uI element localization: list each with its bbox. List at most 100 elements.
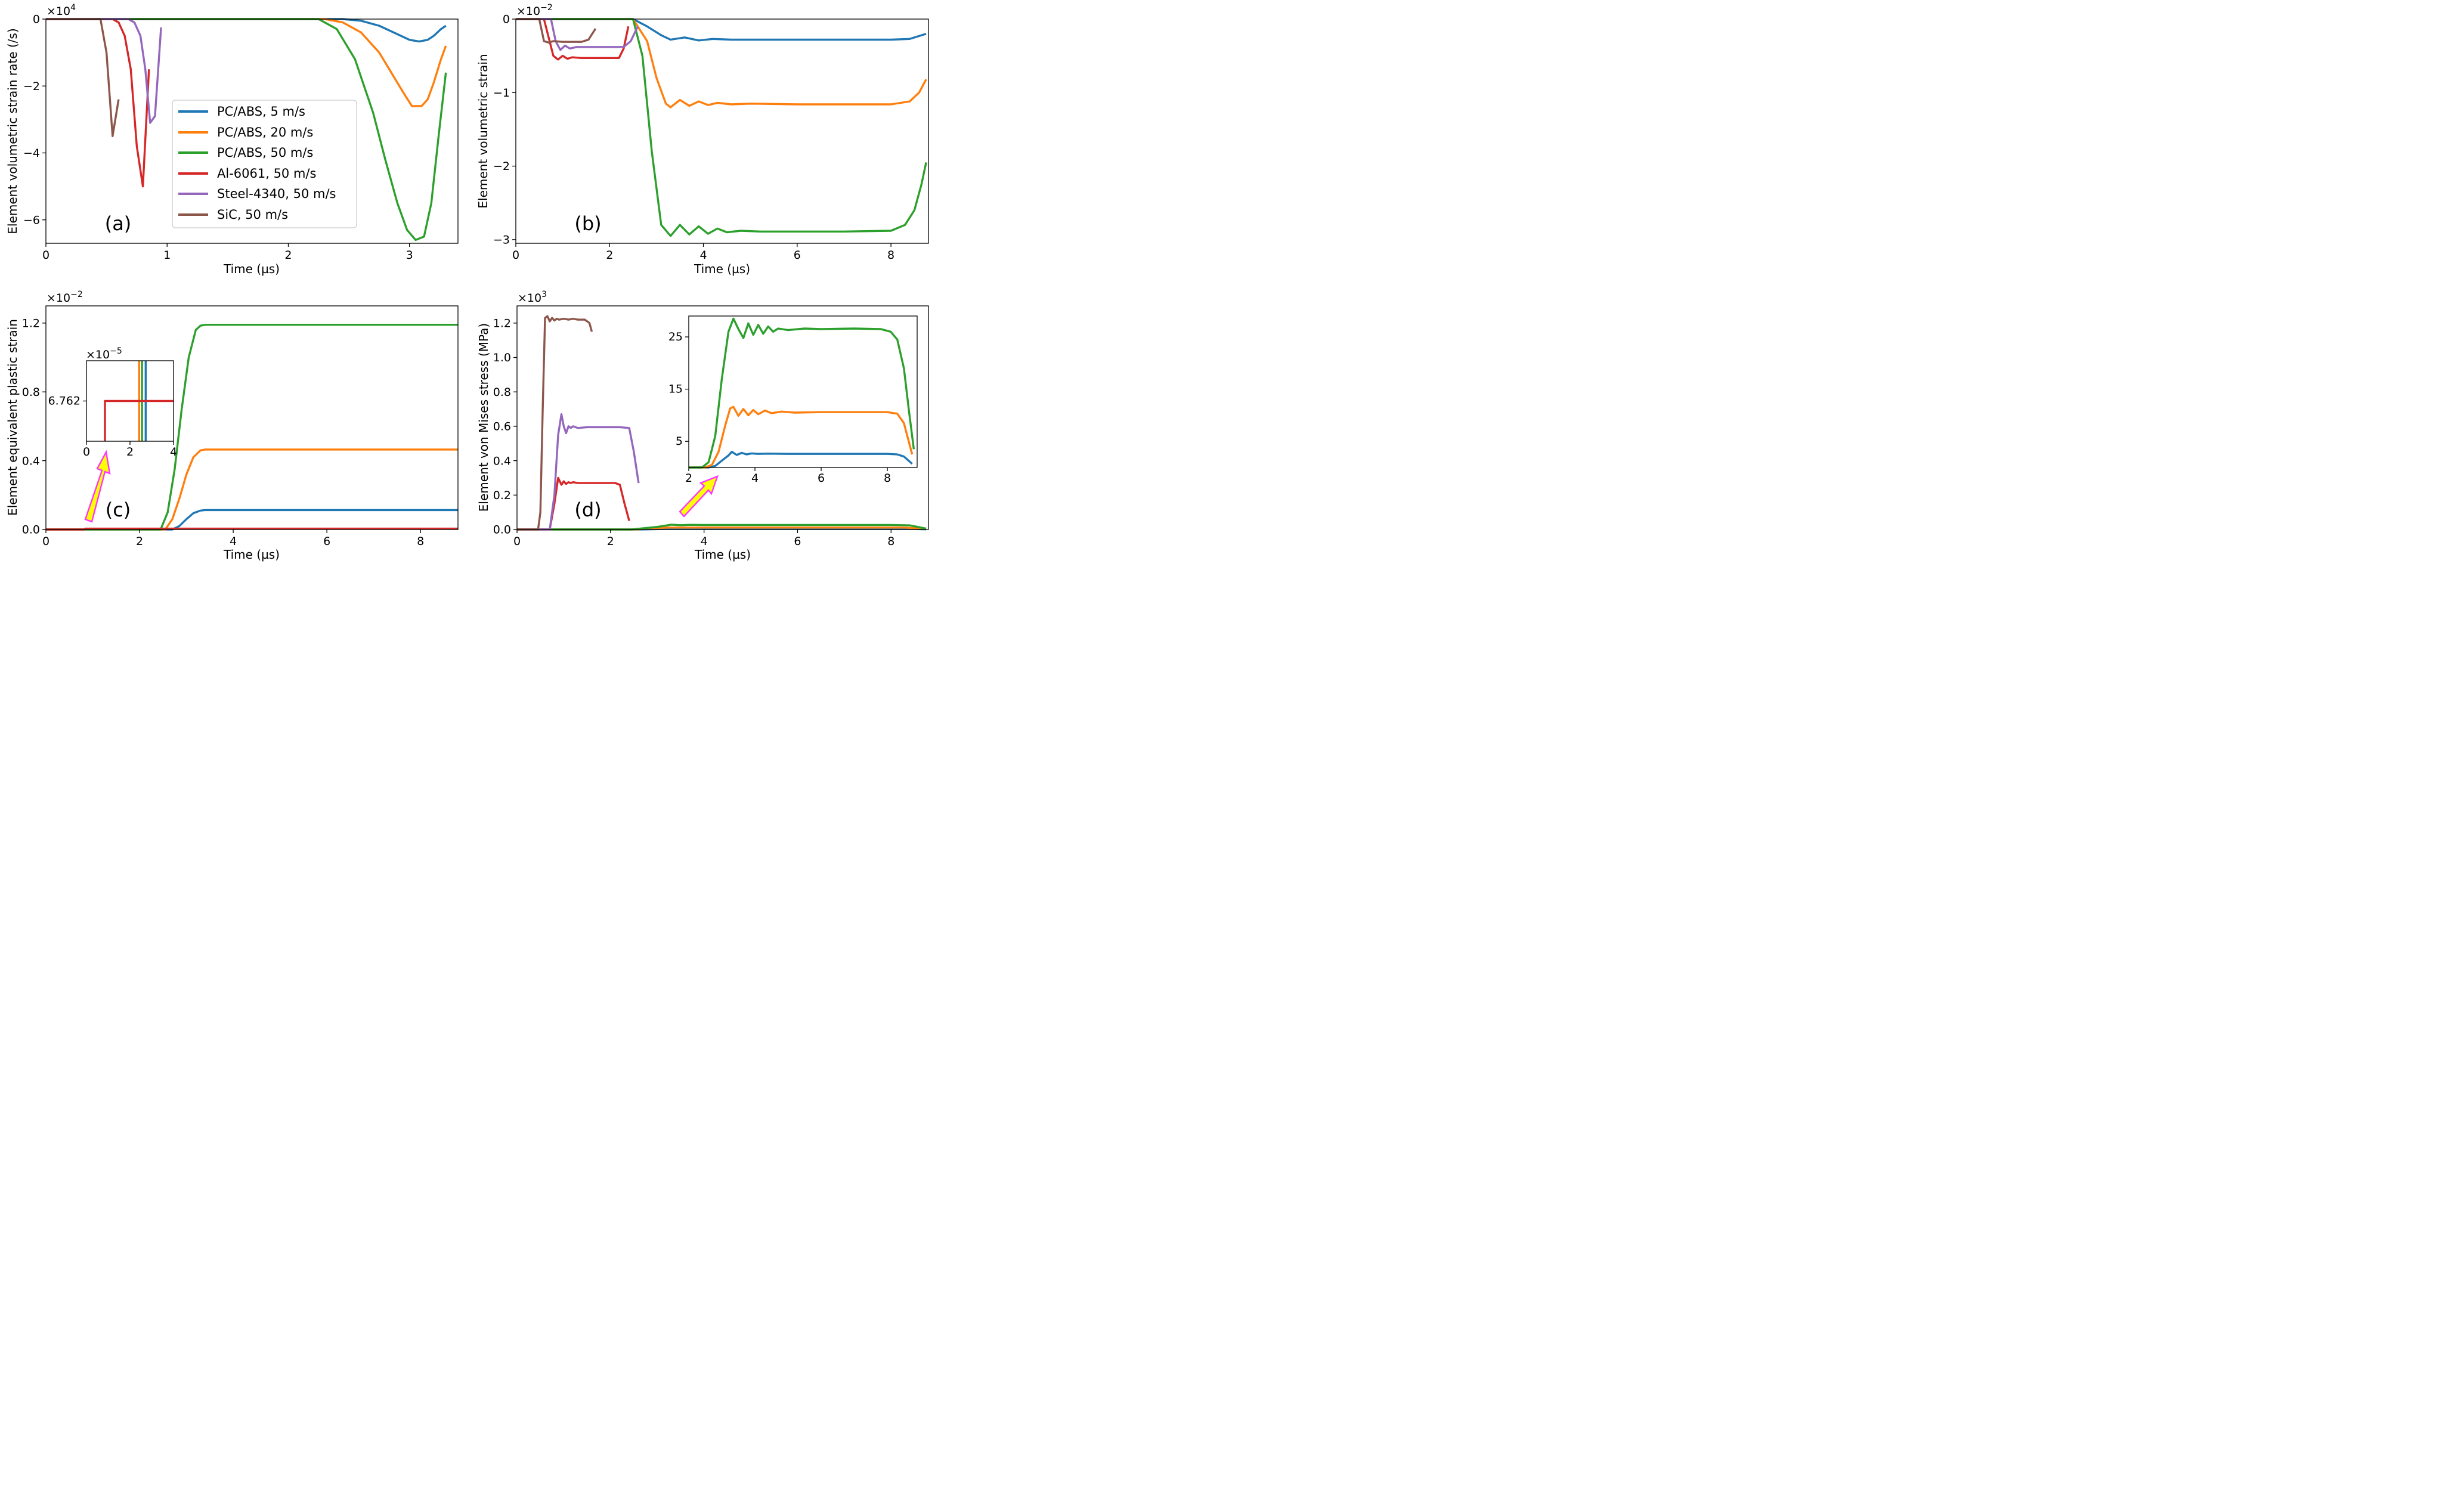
panel-a-axes-frame bbox=[45, 18, 459, 244]
panel-d-inset-frame bbox=[688, 315, 918, 468]
panel-b-x-label: Time (µs) bbox=[694, 262, 750, 276]
panel-c-inset: 0 2 4 6.762 ×10−5 bbox=[48, 346, 177, 459]
panel-d-y-tick-label: 0.0 bbox=[493, 524, 511, 537]
panel-d-y-tick-label: 1.0 bbox=[493, 351, 511, 364]
panel-d-y-tick-label: 0.2 bbox=[493, 489, 511, 502]
panel-c-x-tick-label: 0 bbox=[42, 535, 49, 548]
panel-b: 0 2 4 6 8 0 −1 −2 −3 Time (µs) Element volumetri… bbox=[476, 3, 929, 276]
panel-c-x-tick-label: 8 bbox=[417, 535, 424, 548]
panel-c-y-label: Element equivalent plastic strain bbox=[5, 319, 20, 516]
panel-c-x-tick-label: 4 bbox=[230, 535, 237, 548]
panel-a-series-pc-abs-50-m-s bbox=[46, 18, 447, 241]
panel-c: 0 2 4 6 8 0.0 0.4 0.8 1.2 Time (µs) Element equi… bbox=[5, 290, 459, 562]
panel-a-series-steel-4340-50-m-s bbox=[46, 18, 162, 124]
panel-b-y-tick-label: −2 bbox=[493, 160, 510, 173]
panel-d-inset-plot-area bbox=[689, 317, 915, 469]
panel-d-x-tick-label: 2 bbox=[607, 535, 614, 548]
panel-b-y-tick-label: 0 bbox=[503, 13, 510, 26]
panel-d-inset-series-pc-abs-20-m-s bbox=[689, 405, 914, 469]
panel-d-y-label: Element von Mises stress (MPa) bbox=[476, 323, 491, 512]
legend: PC/ABS, 5 m/s PC/ABS, 20 m/s PC/ABS, 50 … bbox=[172, 100, 357, 228]
legend-label-pcabs-50: PC/ABS, 50 m/s bbox=[217, 145, 313, 160]
panel-b-x-tick-label: 2 bbox=[606, 249, 613, 262]
panel-c-y-tick-label: 0.4 bbox=[22, 454, 40, 467]
panel-a-x-tick-label: 0 bbox=[42, 249, 49, 262]
panel-a-series-pc-abs-5-m-s bbox=[46, 18, 447, 43]
legend-label-steel-4340: Steel-4340, 50 m/s bbox=[217, 187, 336, 201]
panel-d-inset-x-tick-label: 8 bbox=[884, 472, 891, 485]
panel-c-inset-multiplier: ×10−5 bbox=[86, 346, 122, 361]
panel-d-multiplier: ×103 bbox=[518, 290, 547, 305]
panel-b-series-sic-50-m-s bbox=[516, 18, 597, 44]
panel-d-inset-background bbox=[689, 316, 917, 467]
panel-c-series-pc-abs-50-m-s bbox=[46, 324, 458, 531]
panel-b-y-tick-label: −3 bbox=[493, 233, 510, 246]
panel-a-series-pc-abs-20-m-s bbox=[46, 18, 447, 107]
panel-a-x-tick-label: 2 bbox=[284, 249, 292, 262]
panel-b-series-pc-abs-20-m-s bbox=[516, 18, 927, 109]
panel-d-series-al-6061-50-m-s bbox=[517, 476, 630, 531]
panel-d-x-label: Time (µs) bbox=[694, 547, 751, 562]
panel-b-x-tick-label: 6 bbox=[794, 249, 801, 262]
panel-d-x-tick-label: 6 bbox=[794, 535, 801, 548]
panel-c-y-tick-label: 0.8 bbox=[22, 386, 40, 399]
legend-box bbox=[172, 100, 357, 228]
panel-a-y-tick-label: −6 bbox=[23, 213, 40, 227]
panel-b-series-al-6061-50-m-s bbox=[516, 18, 630, 61]
panel-d-label: (d) bbox=[574, 498, 601, 521]
figure-canvas: 0 1 2 3 0 −2 −4 −6 Time (µs) Element volumetric… bbox=[0, 0, 935, 569]
panel-d-y-tick-label: 1.2 bbox=[493, 317, 511, 330]
panel-d-inset-x-tick-label: 6 bbox=[818, 472, 825, 485]
panel-a-multiplier: ×104 bbox=[47, 3, 76, 18]
panel-b-label: (b) bbox=[574, 212, 601, 235]
panel-b-series-pc-abs-5-m-s bbox=[516, 18, 927, 42]
panel-a-x-tick-label: 1 bbox=[163, 249, 171, 262]
panel-d-y-tick-label: 0.6 bbox=[493, 420, 511, 433]
panel-c-y-tick-label: 1.2 bbox=[22, 317, 40, 330]
panel-c-multiplier: ×10−2 bbox=[47, 290, 83, 305]
panel-d-y-tick-label: 0.8 bbox=[493, 386, 511, 399]
panel-d-x-tick-label: 4 bbox=[701, 535, 708, 548]
panel-a-y-tick-label: 0 bbox=[33, 13, 40, 26]
panel-d-x-tick-label: 8 bbox=[887, 535, 894, 548]
panel-a: 0 1 2 3 0 −2 −4 −6 Time (µs) Element volumetric… bbox=[5, 3, 459, 276]
legend-label-pcabs-20: PC/ABS, 20 m/s bbox=[217, 125, 313, 140]
panel-c-label: (c) bbox=[106, 498, 131, 521]
panel-c-x-tick-label: 2 bbox=[136, 535, 143, 548]
panel-d-inset-pointer-arrow-icon bbox=[679, 475, 719, 518]
panel-d-x-tick-label: 0 bbox=[513, 535, 521, 548]
panel-b-y-label: Element volumetric strain bbox=[476, 54, 490, 208]
panel-d-inset: 2 4 6 8 5 15 25 bbox=[668, 315, 918, 485]
panel-d-y-tick-label: 0.4 bbox=[493, 454, 511, 467]
panel-d-series-steel-4340-50-m-s bbox=[517, 413, 640, 531]
panel-c-inset-series-al-6061-50-m-s bbox=[104, 399, 174, 441]
panel-a-y-tick-label: −4 bbox=[23, 147, 40, 160]
panel-c-y-tick-label: 0.0 bbox=[22, 524, 40, 537]
legend-label-pcabs-5: PC/ABS, 5 m/s bbox=[217, 104, 305, 119]
panel-b-plot-area bbox=[516, 18, 927, 237]
panel-a-x-tick-label: 3 bbox=[406, 249, 413, 262]
panel-d-inset-series-pc-abs-50-m-s bbox=[689, 317, 915, 469]
panel-a-y-label: Element volumetric strain rate (/s) bbox=[5, 28, 20, 234]
panel-d-inset-y-tick-label: 5 bbox=[676, 435, 683, 448]
panel-d-axes-frame bbox=[516, 305, 929, 530]
panel-d-inset-y-tick-label: 15 bbox=[668, 383, 683, 396]
panel-a-label: (a) bbox=[105, 212, 132, 235]
panel-d-inset-x-tick-label: 2 bbox=[685, 472, 692, 485]
legend-label-al-6061: Al-6061, 50 m/s bbox=[217, 166, 316, 181]
panel-b-y-tick-label: −1 bbox=[493, 86, 510, 100]
panel-b-series-pc-abs-50-m-s bbox=[516, 18, 927, 237]
panel-b-x-tick-label: 4 bbox=[699, 249, 707, 262]
panel-d-inset-y-tick-label: 25 bbox=[668, 330, 683, 343]
panel-c-x-tick-label: 6 bbox=[323, 535, 330, 548]
panel-b-multiplier: ×10−2 bbox=[516, 3, 553, 18]
panel-c-inset-x-tick-label: 4 bbox=[170, 445, 177, 459]
panel-c-inset-x-tick-label: 0 bbox=[83, 445, 90, 459]
panel-b-x-tick-label: 8 bbox=[887, 249, 894, 262]
panel-a-y-tick-label: −2 bbox=[23, 80, 40, 93]
legend-label-sic: SiC, 50 m/s bbox=[217, 207, 288, 222]
panel-b-series-steel-4340-50-m-s bbox=[516, 18, 639, 51]
panel-b-x-tick-label: 0 bbox=[512, 249, 519, 262]
panel-c-inset-x-tick-label: 2 bbox=[126, 445, 134, 459]
panel-d-series-sic-50-m-s bbox=[517, 315, 593, 531]
